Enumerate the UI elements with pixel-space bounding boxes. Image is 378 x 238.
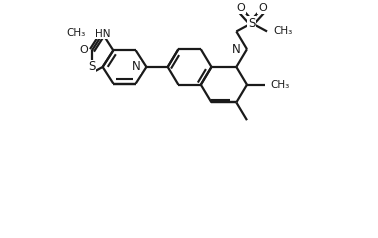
Text: S: S [248, 17, 256, 30]
Text: HN: HN [95, 29, 110, 39]
Text: N: N [232, 43, 241, 56]
Text: O: O [79, 45, 88, 55]
Text: CH₃: CH₃ [273, 26, 292, 36]
Text: S: S [88, 60, 96, 74]
Text: O: O [258, 3, 267, 13]
Text: O: O [237, 3, 245, 13]
Text: CH₃: CH₃ [67, 28, 85, 38]
Text: N: N [132, 60, 140, 74]
Text: CH₃: CH₃ [271, 80, 290, 90]
